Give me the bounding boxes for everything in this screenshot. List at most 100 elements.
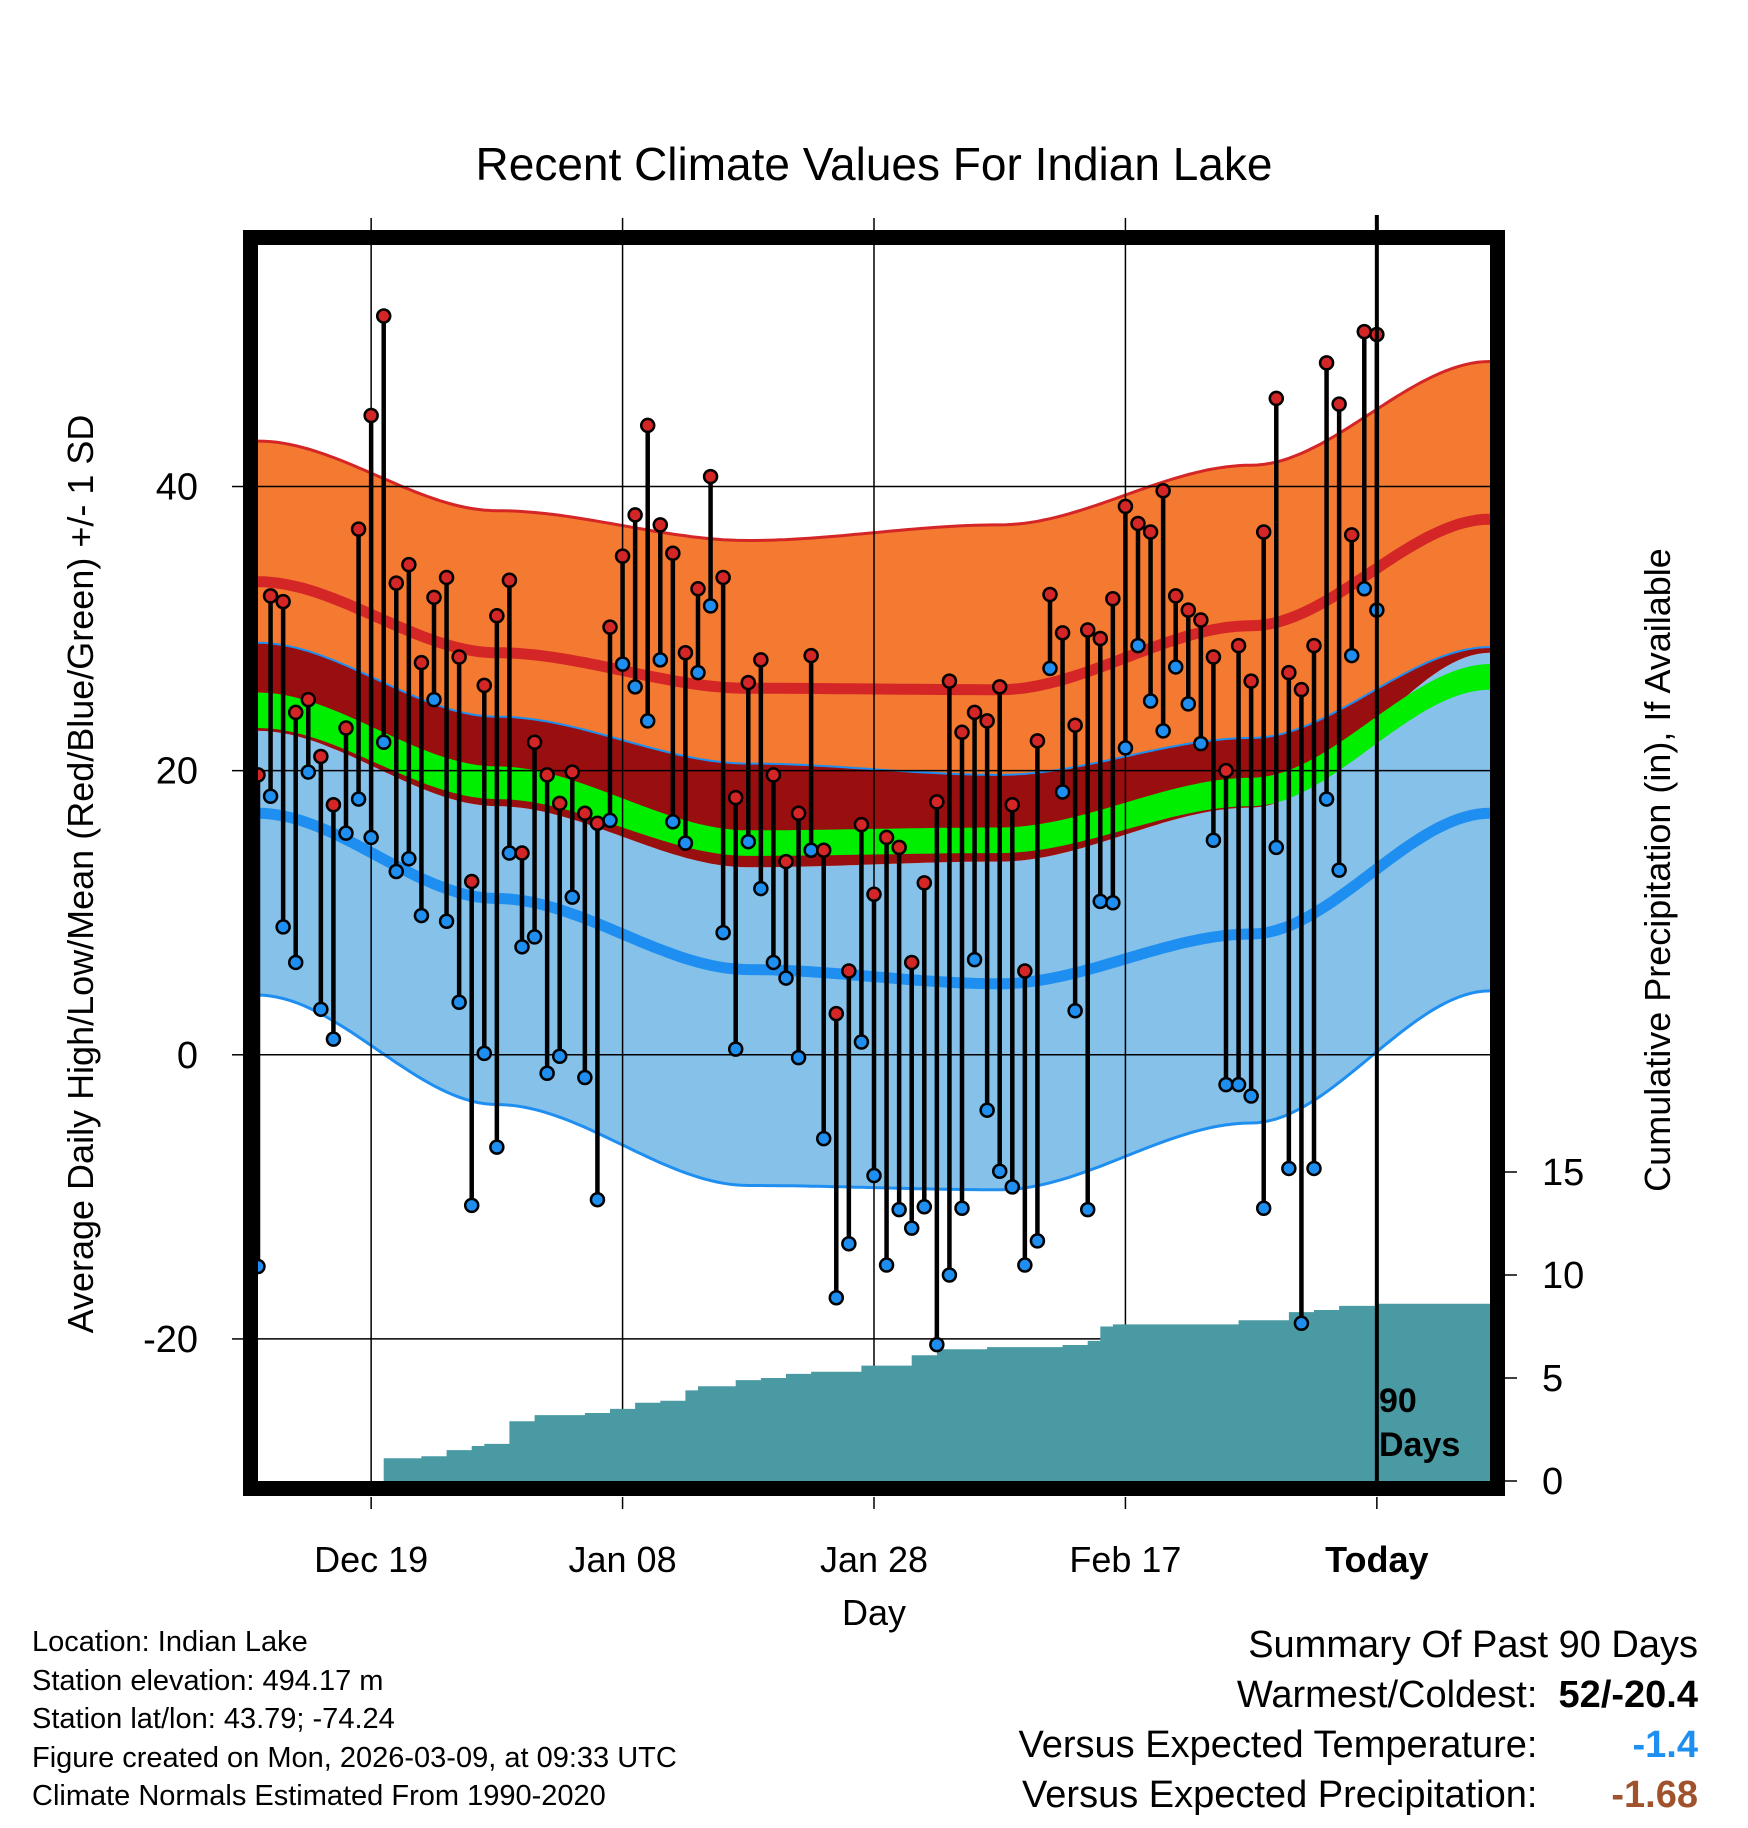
daily-high-point xyxy=(966,704,983,721)
daily-high-point xyxy=(1079,622,1096,638)
daily-low-point xyxy=(916,1199,933,1215)
daily-low-point xyxy=(1255,1200,1272,1216)
y2-tick-label: 5 xyxy=(1542,1358,1563,1400)
x-tick-label: Jan 08 xyxy=(569,1539,677,1580)
daily-low-point xyxy=(350,791,367,807)
daily-low-point xyxy=(1117,740,1134,756)
daily-low-point xyxy=(1092,893,1109,910)
daily-low-point xyxy=(451,994,467,1010)
daily-low-point xyxy=(1105,895,1121,911)
summary-temp-value: -1.4 xyxy=(1632,1724,1698,1766)
today-marker-label-days-word: Days xyxy=(1379,1426,1460,1464)
daily-low-point xyxy=(815,1130,832,1147)
station-info: Location: Indian Lake Station elevation:… xyxy=(32,1623,677,1816)
daily-low-point xyxy=(891,1201,907,1218)
daily-high-point xyxy=(451,649,467,665)
daily-high-point xyxy=(627,507,643,523)
summary-precip-label: Versus Expected Precipitation: xyxy=(1022,1774,1538,1816)
daily-high-point xyxy=(1167,588,1184,604)
daily-low-point xyxy=(401,850,417,867)
daily-low-point xyxy=(979,1102,995,1118)
daily-high-point xyxy=(300,691,317,708)
daily-low-point xyxy=(1067,1003,1083,1019)
daily-low-point xyxy=(388,863,405,880)
daily-low-point xyxy=(514,939,530,955)
daily-high-point xyxy=(1004,797,1021,813)
daily-low-point xyxy=(1017,1257,1033,1273)
daily-high-point xyxy=(426,589,442,606)
daily-high-point xyxy=(778,853,794,870)
daily-low-point xyxy=(489,1139,505,1155)
daily-high-point xyxy=(1142,524,1159,540)
daily-low-point xyxy=(790,1049,807,1066)
daily-low-point xyxy=(375,734,392,750)
summary-warmest-value: 52/-20.4 xyxy=(1558,1674,1698,1716)
daily-high-point xyxy=(677,644,694,661)
daily-low-point xyxy=(991,1163,1008,1180)
daily-high-point xyxy=(639,417,656,434)
daily-high-point xyxy=(1092,630,1109,647)
daily-low-point xyxy=(1155,723,1171,739)
daily-low-point xyxy=(438,913,455,929)
x-axis-label: Day xyxy=(842,1592,906,1633)
daily-low-point xyxy=(1142,693,1159,709)
daily-high-point xyxy=(1105,591,1121,607)
daily-high-point xyxy=(413,654,430,671)
daily-high-point xyxy=(828,1005,845,1022)
daily-low-point xyxy=(602,812,618,829)
daily-high-point xyxy=(438,569,455,586)
daily-high-point xyxy=(1042,586,1058,603)
daily-low-point xyxy=(313,1001,329,1018)
daily-high-point xyxy=(1029,733,1046,749)
daily-low-point xyxy=(690,664,706,681)
daily-low-point xyxy=(1306,1160,1322,1177)
station-location: Location: Indian Lake xyxy=(32,1626,308,1658)
daily-low-point xyxy=(463,1197,480,1214)
daily-high-point xyxy=(1281,664,1297,681)
daily-high-point xyxy=(916,875,933,891)
daily-low-point xyxy=(1193,735,1209,752)
daily-low-point xyxy=(551,1048,568,1064)
summary-title: Summary Of Past 90 Days xyxy=(1248,1624,1698,1666)
x-tick-label: Jan 28 xyxy=(820,1539,928,1580)
daily-low-point xyxy=(262,788,279,804)
daily-low-point xyxy=(1281,1160,1297,1177)
summary-temp-row: Versus Expected Temperature: -1.4 xyxy=(1019,1720,1698,1770)
daily-high-point xyxy=(1117,498,1134,515)
daily-high-point xyxy=(866,886,882,903)
daily-high-point xyxy=(790,805,807,822)
daily-high-point xyxy=(325,797,342,813)
daily-high-point xyxy=(1218,762,1234,779)
daily-high-point xyxy=(1318,355,1335,371)
daily-low-point xyxy=(526,929,543,945)
daily-high-point xyxy=(350,521,367,537)
daily-high-point xyxy=(589,815,606,831)
daily-low-point xyxy=(1042,660,1058,677)
daily-low-point xyxy=(1004,1179,1021,1195)
daily-low-point xyxy=(1167,659,1184,675)
summary-panel: Summary Of Past 90 Days Warmest/Coldest:… xyxy=(1019,1620,1698,1820)
daily-high-point xyxy=(753,652,769,668)
daily-high-point xyxy=(489,608,505,624)
daily-high-point xyxy=(539,767,555,783)
daily-high-point xyxy=(1193,612,1209,628)
y2-tick-label: 0 xyxy=(1542,1461,1563,1503)
daily-high-point xyxy=(258,767,266,783)
daily-high-point xyxy=(853,816,870,833)
daily-high-point xyxy=(1293,681,1310,698)
daily-low-point xyxy=(564,889,581,905)
daily-high-point xyxy=(652,517,669,533)
figure-created: Figure created on Mon, 2026-03-09, at 09… xyxy=(32,1741,677,1774)
y-tick-label: 20 xyxy=(156,751,198,793)
daily-high-point xyxy=(1255,524,1272,540)
daily-low-point xyxy=(1268,839,1285,856)
daily-high-point xyxy=(1343,527,1360,543)
daily-high-point xyxy=(1331,396,1347,412)
daily-low-point xyxy=(501,845,518,861)
daily-low-point xyxy=(866,1167,882,1184)
summary-precip-value: -1.68 xyxy=(1611,1774,1698,1816)
daily-low-point xyxy=(966,951,983,968)
daily-high-point xyxy=(690,581,706,597)
daily-low-point xyxy=(300,764,317,780)
daily-high-point xyxy=(979,713,995,729)
